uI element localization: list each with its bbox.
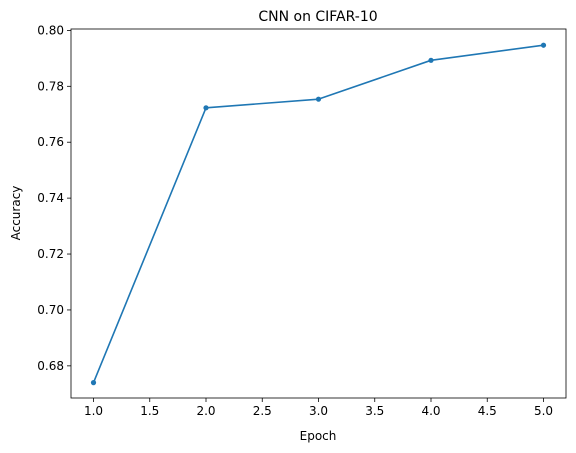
x-tick-label: 5.0 — [534, 404, 553, 418]
y-tick-label: 0.76 — [37, 135, 64, 149]
y-tick-label: 0.72 — [37, 247, 64, 261]
data-point — [540, 42, 547, 48]
y-tick-label: 0.80 — [37, 23, 64, 37]
y-axis-ticks: 0.68 0.70 0.72 0.74 0.76 0.78 0.80 — [37, 23, 71, 373]
x-tick-label: 2.0 — [196, 404, 215, 418]
y-tick-label: 0.78 — [37, 79, 64, 93]
series-layer — [90, 42, 547, 386]
x-tick-label: 3.0 — [309, 404, 328, 418]
chart-title: CNN on CIFAR-10 — [258, 9, 377, 25]
data-point — [428, 57, 434, 63]
data-point — [203, 105, 209, 111]
y-tick-label: 0.70 — [37, 303, 64, 317]
y-tick-label: 0.68 — [37, 359, 64, 373]
x-tick-label: 4.5 — [478, 404, 497, 418]
series-line — [92, 44, 544, 383]
x-axis-ticks: 1.0 1.5 2.0 2.5 3.0 3.5 4.0 4.5 5.0 — [84, 398, 553, 418]
plot-area: 1.0 1.5 2.0 2.5 3.0 3.5 4.0 4.5 5.0 0.68 0.70 0.72… — [37, 23, 567, 418]
x-tick-label: 3.5 — [365, 404, 384, 418]
axes-frame — [70, 28, 567, 399]
y-tick-label: 0.74 — [37, 191, 64, 205]
data-point — [315, 96, 322, 102]
y-axis-label: Accuracy — [9, 186, 23, 241]
x-tick-label: 1.5 — [140, 404, 159, 418]
data-point — [90, 380, 97, 386]
x-axis-label: Epoch — [300, 429, 337, 443]
x-tick-label: 2.5 — [253, 404, 272, 418]
x-tick-label: 1.0 — [84, 404, 103, 418]
x-tick-label: 4.0 — [421, 404, 440, 418]
